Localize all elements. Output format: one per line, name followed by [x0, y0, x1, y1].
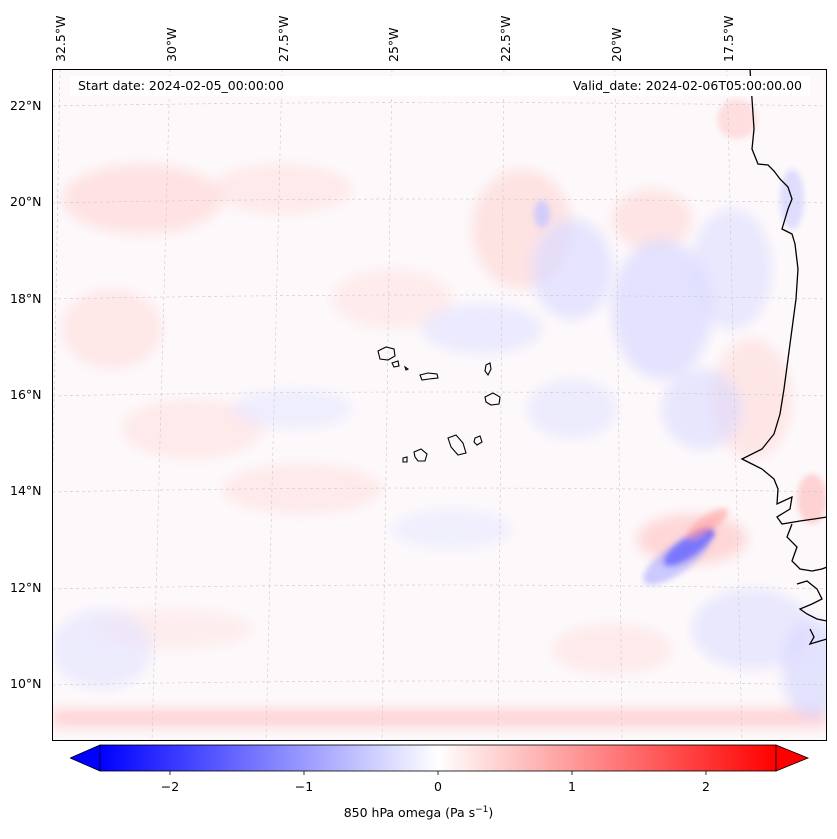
start-date-text: Start date: 2024-02-05_00:00:00 [78, 78, 284, 93]
cape-verde-islands [377, 346, 501, 463]
lat-label-10n: 10°N [10, 676, 42, 691]
island-maio [473, 435, 483, 446]
colorbar-gradient [99, 744, 777, 772]
island-sal [484, 362, 492, 377]
date-banner: Start date: 2024-02-05_00:00:00 Valid_da… [70, 76, 810, 96]
lon-label-25w: 25°W [386, 27, 401, 62]
colorbar-label-text: 850 hPa omega (Pa s [343, 805, 476, 821]
lat-label-22n: 22°N [10, 98, 42, 113]
lon-label-30w: 30°W [164, 27, 179, 62]
lon-label-32-5w: 32.5°W [53, 15, 68, 62]
colorbar-label-close: ) [488, 805, 494, 821]
colorbar-tick-label: 1 [568, 779, 576, 794]
map-frame [52, 69, 827, 741]
lat-label-16n: 16°N [10, 387, 42, 402]
lat-label-18n: 18°N [10, 291, 42, 306]
graticule [52, 69, 827, 741]
valid-date-text: Valid_date: 2024-02-06T05:00:00.00 [572, 78, 802, 93]
colorbar-tick-label: −2 [161, 779, 179, 794]
lat-label-20n: 20°N [10, 194, 42, 209]
island-santo-antao [377, 346, 396, 361]
island-santa-luzia [403, 365, 410, 371]
island-sao-vicente [391, 360, 400, 368]
lon-label-20w: 20°W [609, 27, 624, 62]
island-sao-nicolau [419, 372, 439, 381]
lon-label-22-5w: 22.5°W [498, 15, 513, 62]
colorbar: −2 −1 0 1 2 [70, 744, 810, 794]
island-santiago [447, 434, 467, 456]
coastline-west-africa [740, 69, 827, 646]
lat-label-12n: 12°N [10, 580, 42, 595]
island-brava [402, 456, 408, 463]
colorbar-label: 850 hPa omega (Pa s−1) [0, 805, 837, 820]
omega-map [52, 69, 827, 741]
colorbar-tick-label: 2 [702, 779, 710, 794]
colorbar-extend-low [70, 744, 101, 772]
colorbar-tick-label: 0 [434, 779, 442, 794]
island-fogo [413, 448, 428, 462]
lat-label-14n: 14°N [10, 483, 42, 498]
colorbar-label-unit-exponent: −1 [475, 805, 489, 815]
lon-label-17-5w: 17.5°W [721, 15, 736, 62]
colorbar-tick-label: −1 [295, 779, 313, 794]
colorbar-ticks [169, 771, 707, 775]
island-boa-vista [484, 392, 501, 406]
lon-label-27-5w: 27.5°W [276, 15, 291, 62]
colorbar-extend-high [775, 744, 810, 772]
